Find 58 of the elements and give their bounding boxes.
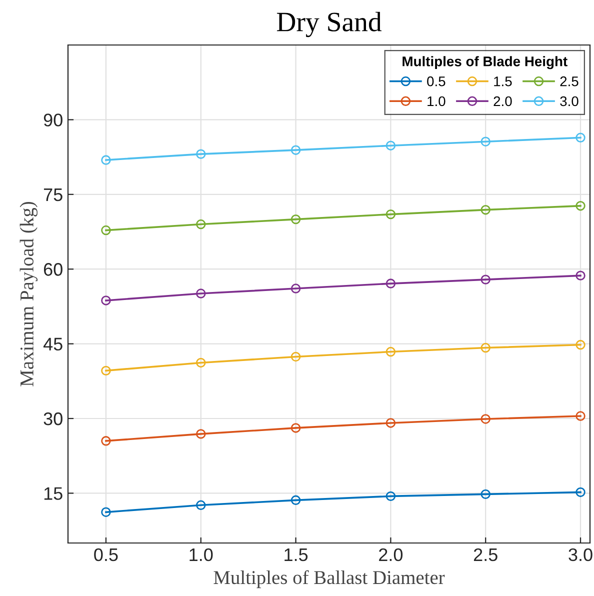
- point: [101, 225, 111, 236]
- x-tick-label: 2.5: [474, 548, 498, 562]
- x-tick-label: 0.5: [94, 548, 118, 562]
- point: [386, 418, 396, 428]
- legend-label: 2.0: [494, 96, 512, 106]
- legend-label: 2.5: [560, 76, 578, 86]
- point: [196, 288, 206, 298]
- point: [386, 140, 396, 150]
- point: [196, 500, 206, 510]
- x-tick-label: 1.5: [284, 548, 308, 562]
- y-axis-title: Maximum Payload (kg): [20, 202, 38, 386]
- point: [290, 423, 301, 433]
- point: [480, 204, 490, 215]
- point: [386, 278, 396, 288]
- x-axis-title: Multiples of Ballast Diameter: [214, 570, 445, 588]
- point: [576, 270, 586, 280]
- point: [101, 507, 111, 517]
- point: [386, 209, 396, 220]
- point: [576, 411, 586, 421]
- point: [196, 149, 206, 159]
- point: [101, 436, 111, 446]
- y-tick-label: 15: [44, 487, 62, 500]
- chart-title: Dry Sand: [276, 12, 382, 38]
- point: [386, 491, 396, 502]
- point: [480, 489, 490, 500]
- legend-label: 1.5: [494, 76, 512, 86]
- point: [196, 219, 206, 230]
- point: [576, 132, 586, 142]
- point: [196, 429, 206, 439]
- point: [101, 296, 111, 306]
- point: [386, 346, 396, 357]
- y-tick-label: 30: [44, 412, 62, 426]
- point: [480, 136, 490, 146]
- legend-label: 0.5: [427, 76, 446, 86]
- x-tick-label: 2.0: [379, 548, 403, 562]
- x-tick-label: 3.0: [568, 548, 592, 562]
- point: [290, 352, 301, 362]
- point: [290, 214, 301, 224]
- y-tick-label: 45: [43, 338, 62, 351]
- point: [480, 274, 490, 284]
- point: [290, 495, 301, 506]
- legend-label: 3.0: [560, 96, 578, 106]
- point: [101, 155, 111, 165]
- point: [576, 340, 586, 350]
- y-tick-label: 60: [44, 263, 62, 276]
- point: [290, 284, 301, 294]
- y-tick-label: 90: [44, 114, 62, 126]
- point: [196, 358, 206, 368]
- point: [480, 342, 490, 353]
- legend-label: 1.0: [428, 96, 446, 106]
- point: [480, 414, 490, 424]
- legend-title: Multiples of Blade Height: [402, 56, 568, 70]
- x-tick-label: 1.0: [190, 548, 213, 562]
- point: [576, 487, 586, 498]
- y-tick-label: 75: [44, 188, 62, 202]
- point: [290, 145, 301, 155]
- point: [101, 366, 111, 376]
- point: [576, 200, 586, 211]
